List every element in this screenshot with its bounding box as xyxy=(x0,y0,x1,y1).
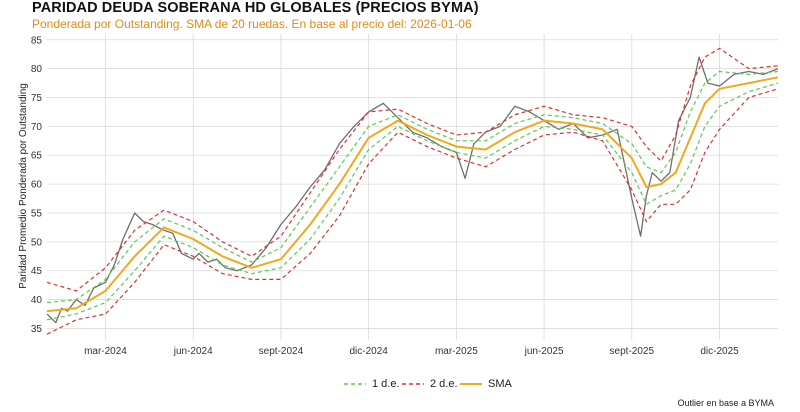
y-tick-label: 75 xyxy=(31,93,43,104)
y-tick-label: 70 xyxy=(31,122,43,133)
source-note: Outlier en base a BYMA xyxy=(677,398,774,408)
y-tick-label: 55 xyxy=(31,208,43,219)
legend: 1 d.e. 2 d.e. SMA xyxy=(0,378,800,394)
legend-item-sma: SMA xyxy=(460,378,512,390)
y-axis-label: Paridad Promedio Ponderada por Outstandi… xyxy=(18,83,29,289)
legend-label-sma: SMA xyxy=(488,378,512,390)
series-line-2de-lower xyxy=(46,88,779,335)
legend-swatch-2de xyxy=(402,383,424,385)
y-tick-label: 35 xyxy=(31,324,43,335)
x-tick-label: dic-2024 xyxy=(349,346,388,357)
y-tick-label: 40 xyxy=(31,295,43,306)
y-tick-label: 45 xyxy=(31,266,43,277)
series-line-1de-upper xyxy=(46,70,779,304)
y-tick-label: 80 xyxy=(31,64,43,75)
x-tick-label: jun-2025 xyxy=(524,346,564,357)
legend-label-1de: 1 d.e. xyxy=(372,378,400,390)
y-tick-label: 85 xyxy=(31,35,43,46)
series-layer xyxy=(46,47,779,335)
chart-title: PARIDAD DEUDA SOBERANA HD GLOBALES (PREC… xyxy=(32,0,479,16)
x-tick-label: sept-2024 xyxy=(259,346,304,357)
chart-subtitle: Ponderada por Outstanding. SMA de 20 rue… xyxy=(32,17,472,31)
legend-item-2de: 2 d.e. xyxy=(402,378,458,390)
series-line-paridad xyxy=(46,56,779,324)
legend-swatch-1de xyxy=(344,383,366,385)
x-tick-label: jun-2024 xyxy=(173,346,213,357)
y-tick-label: 50 xyxy=(31,237,43,248)
x-tick-label: mar-2024 xyxy=(84,346,127,357)
y-tick-label: 65 xyxy=(31,151,43,162)
series-line-2de-upper xyxy=(46,47,779,292)
axis-layer: 35 40 45 50 55 60 65 70 75 80 85 mar-2024 jun-2024 se… xyxy=(31,35,739,357)
series-line-sma xyxy=(46,76,779,313)
series-line-1de-lower xyxy=(46,82,779,321)
x-tick-label: dic-2025 xyxy=(700,346,739,357)
legend-label-2de: 2 d.e. xyxy=(430,378,458,390)
y-tick-label: 60 xyxy=(31,180,43,191)
legend-item-1de: 1 d.e. xyxy=(344,378,400,390)
grid-layer xyxy=(47,34,778,340)
x-tick-label: sept-2025 xyxy=(610,346,655,357)
legend-swatch-sma xyxy=(460,383,482,385)
x-tick-label: mar-2025 xyxy=(435,346,478,357)
